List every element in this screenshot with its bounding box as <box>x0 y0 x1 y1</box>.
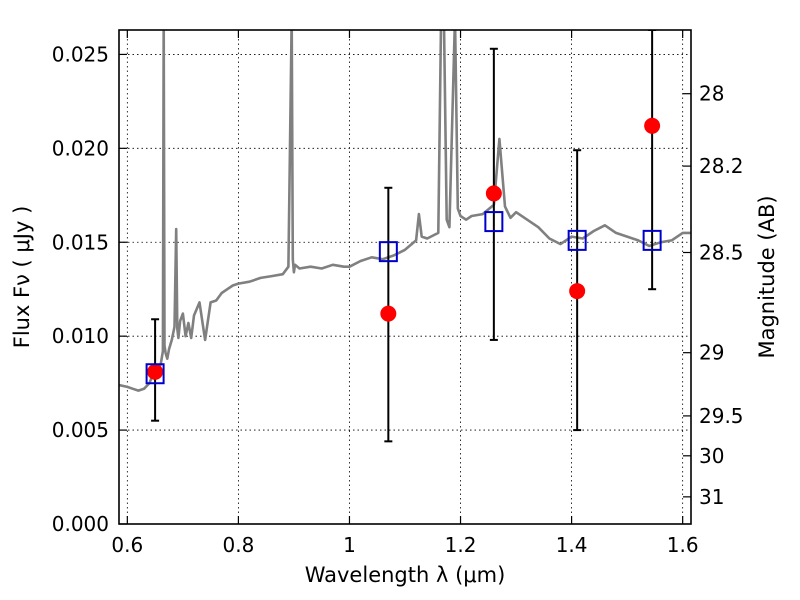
grid <box>119 30 691 525</box>
y-right-tick-label: 30 <box>699 444 724 468</box>
y-tick-label: 0.025 <box>52 42 109 66</box>
x-tick-label: 1.4 <box>556 533 588 557</box>
spectrum-line <box>119 30 691 392</box>
model-point <box>567 229 587 251</box>
x-axis-title: Wavelength λ (μm) <box>305 563 506 587</box>
y-right-tick-label: 29 <box>699 341 724 365</box>
y-axis-right-title: Magnitude (AB) <box>755 195 779 358</box>
model-point <box>145 363 165 385</box>
y-tick-label: 0.010 <box>52 324 109 348</box>
y-tick-label: 0.015 <box>52 230 109 254</box>
plot-area <box>119 30 691 443</box>
observed-point <box>147 363 164 380</box>
y-tick-label: 0.020 <box>52 136 109 160</box>
y-right-tick-label: 28 <box>699 82 724 106</box>
y-right-tick-label: 29.5 <box>699 404 744 428</box>
y-right-tick-label: 31 <box>699 485 724 509</box>
x-tick-label: 1.6 <box>667 533 699 557</box>
y-tick-label: 0.000 <box>52 512 109 536</box>
observed-point <box>485 185 502 202</box>
model-point <box>378 241 398 263</box>
y-axis-title: Flux Fν ( μJy ) <box>10 206 34 349</box>
plot-frame <box>118 29 692 525</box>
x-tick-label: 1.2 <box>445 533 477 557</box>
x-tick-label: 0.8 <box>222 533 254 557</box>
model-point <box>484 211 504 233</box>
observed-point <box>569 283 586 300</box>
y-tick-label: 0.005 <box>52 418 109 442</box>
observed-point <box>380 305 397 322</box>
axes: 0.6 0.8 1 1.2 1.4 1.6 0.000 0.005 0.010 0.015 0.02… <box>52 30 744 557</box>
x-tick-label: 1 <box>343 533 356 557</box>
y-right-tick-label: 28.2 <box>699 154 744 178</box>
y-right-tick-label: 28.5 <box>699 240 744 264</box>
observed-point <box>644 117 661 134</box>
x-tick-label: 0.6 <box>111 533 143 557</box>
model-point <box>642 229 662 251</box>
